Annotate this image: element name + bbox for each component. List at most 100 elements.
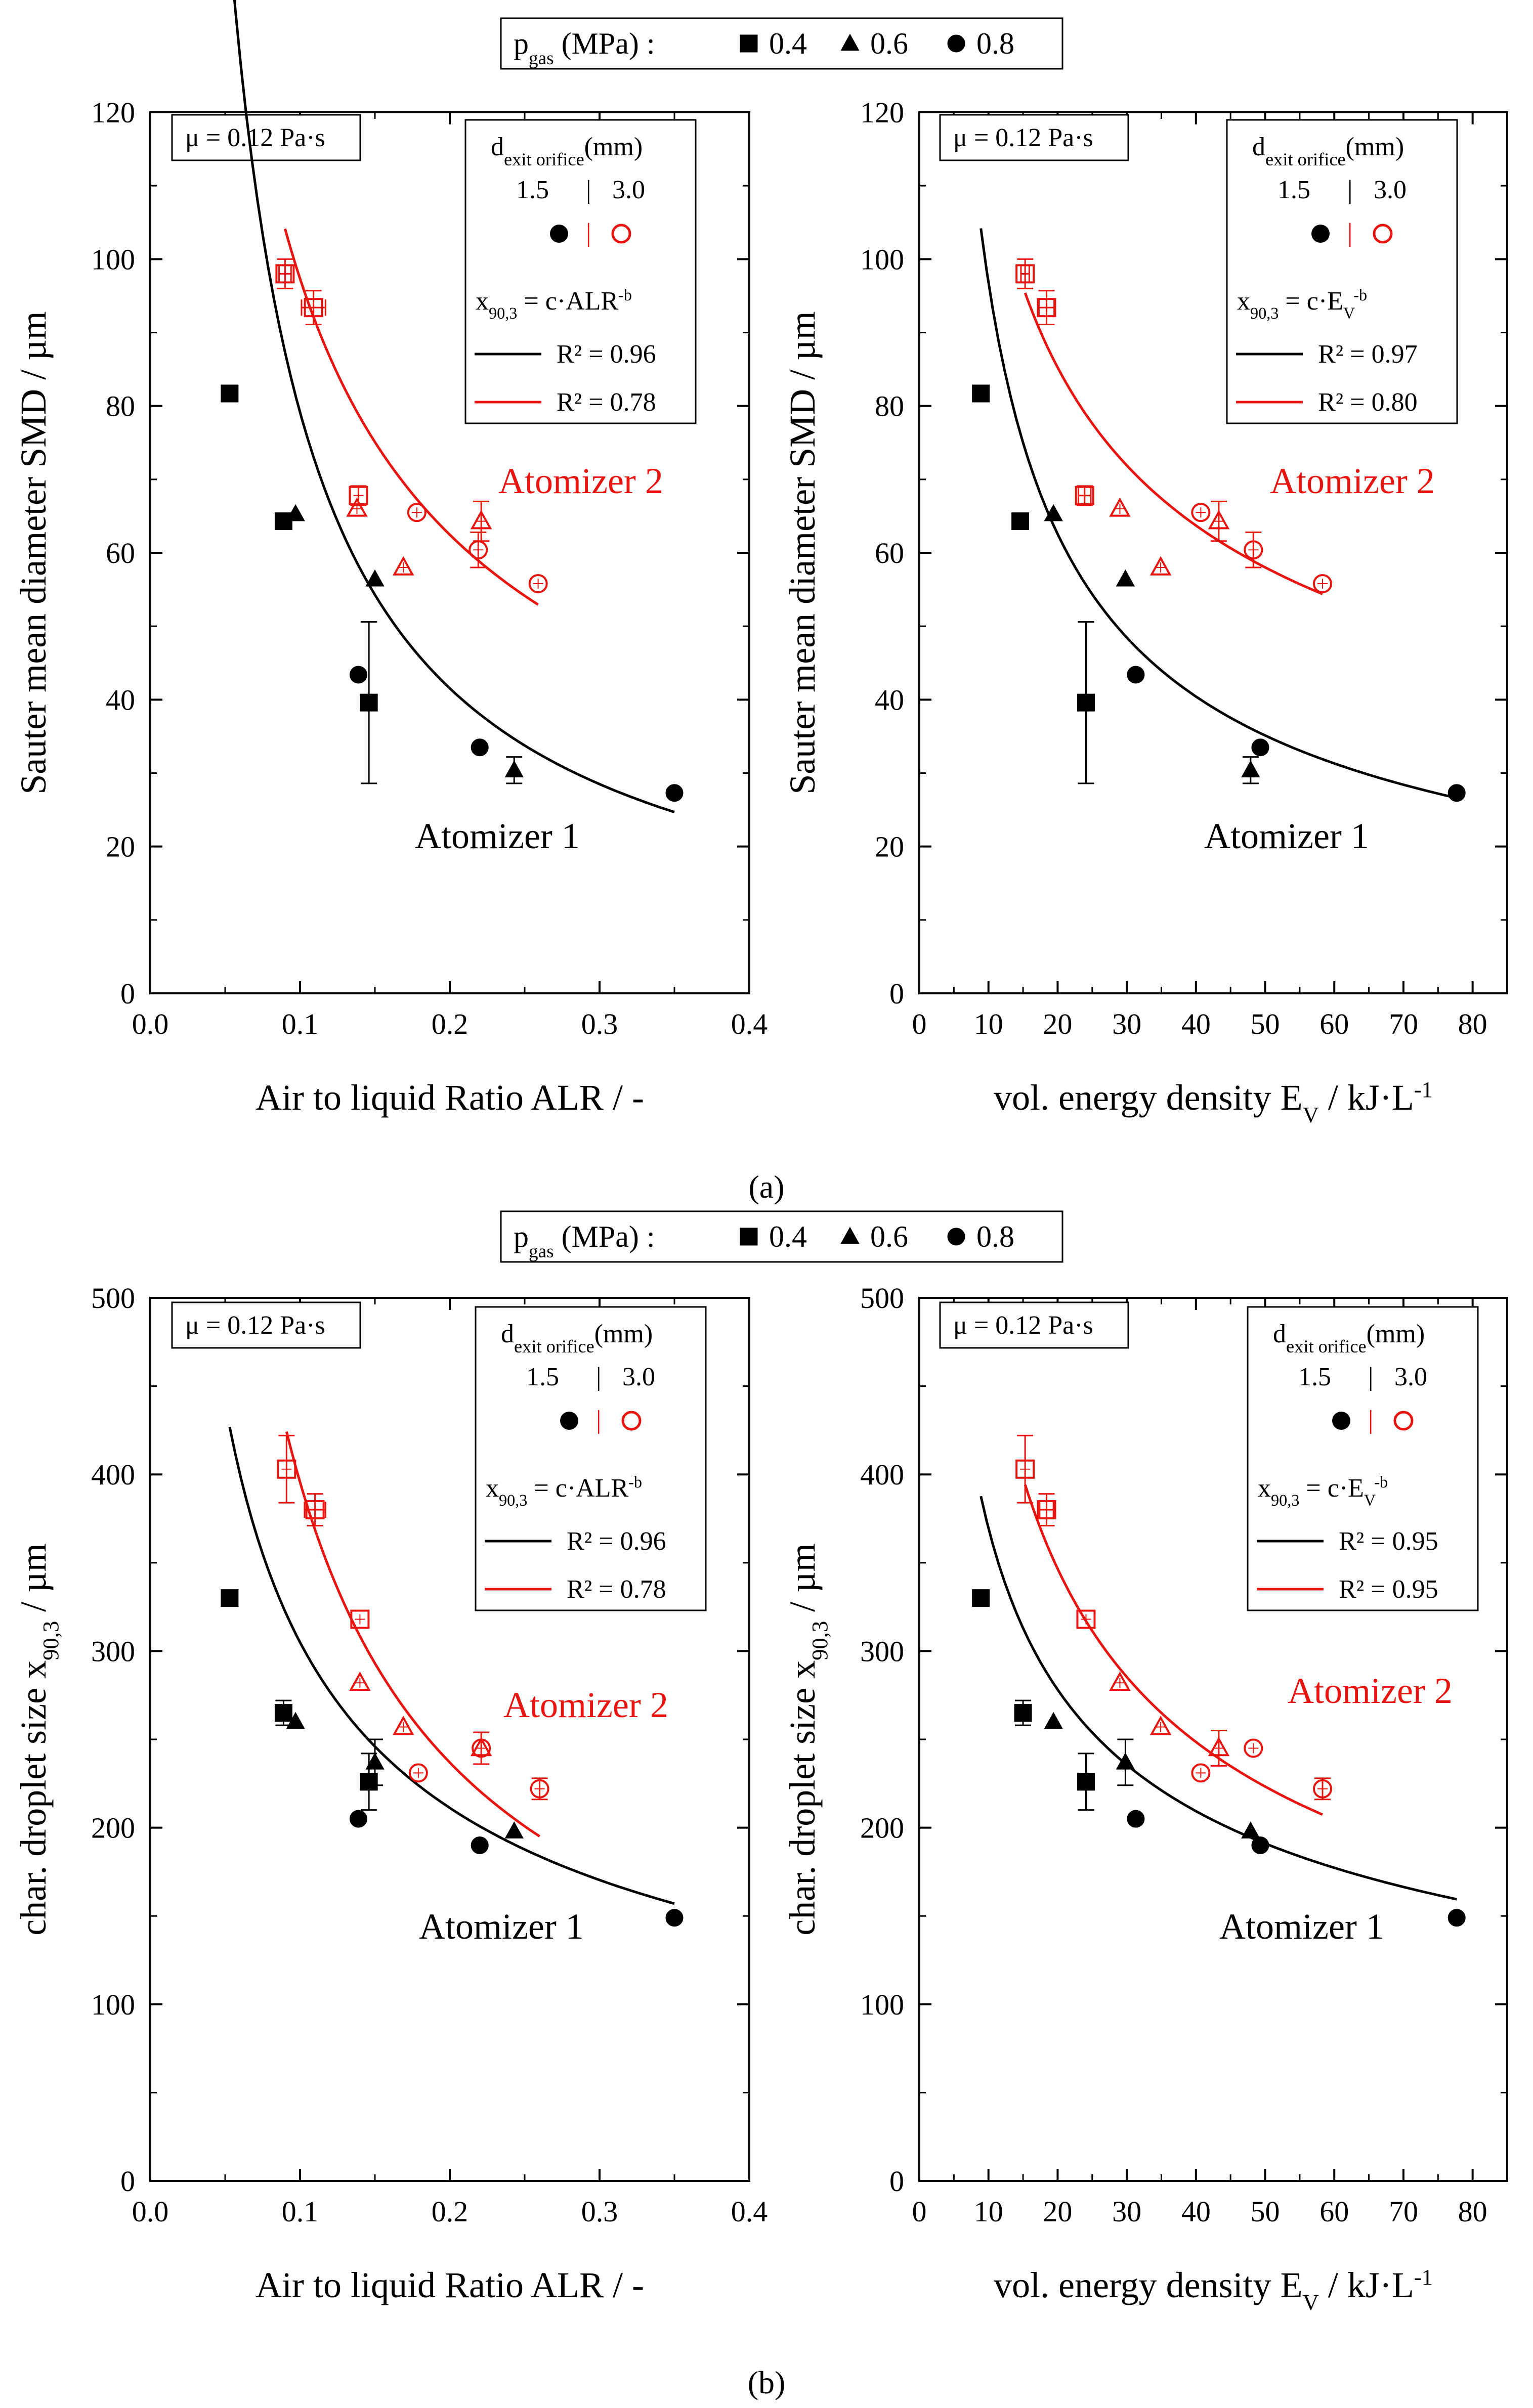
data-point-atomizer1	[286, 1712, 305, 1729]
orifice-separator: |	[586, 176, 591, 204]
x-tick-label: 0	[912, 1008, 927, 1040]
data-point-atomizer1	[504, 1821, 524, 1838]
y-tick-label: 60	[106, 537, 135, 570]
orifice-separator-red: |	[586, 218, 591, 247]
data-point-atomizer2	[1191, 1763, 1211, 1783]
fit-formula: x90,3 = c·EV-b	[1237, 286, 1367, 322]
atomizer1-label: Atomizer 1	[1204, 816, 1369, 856]
data-point-atomizer1	[1077, 693, 1095, 712]
orifice-small-value: 1.5	[516, 176, 549, 204]
pressure-legend-bottom: pgas (MPa) : 0.4 0.6 0.8	[500, 1210, 1063, 1263]
viscosity-box: μ = 0.12 Pa·s	[171, 114, 361, 161]
data-point-atomizer2	[1037, 298, 1056, 318]
data-point-atomizer1	[1127, 1810, 1145, 1828]
r2-atomizer1: R² = 0.95	[1339, 1527, 1438, 1556]
data-point-atomizer1	[972, 384, 990, 403]
chart-b-left: 0 100 200 300 400 500 0.0 0.1 0.2 0.3 0.4 Air to li…	[13, 1282, 768, 2305]
data-point-atomizer1	[1251, 738, 1269, 757]
viscosity-label: μ = 0.12 Pa·s	[953, 123, 1093, 152]
orifice-legend-title: dexit orifice(mm)	[1273, 1320, 1425, 1356]
x-tick-label: 70	[1389, 2195, 1418, 2228]
x-tick-label: 0.0	[132, 2195, 169, 2228]
atomizer1-label: Atomizer 1	[415, 816, 580, 856]
y-tick-label: 0	[120, 2165, 135, 2198]
fit-curve-atomizer2	[1024, 1484, 1323, 1816]
x-tick-label: 0.2	[432, 1008, 469, 1040]
orifice-small-value: 1.5	[1278, 176, 1310, 204]
r2-atomizer2: R² = 0.95	[1339, 1575, 1438, 1604]
fit-formula: x90,3 = c·EV-b	[1258, 1473, 1388, 1509]
x-tick-label: 0.4	[731, 2195, 768, 2228]
fit-legend: dexit orifice(mm) 1.5 | 3.0 | x90,3 = c·ALR-b…	[464, 119, 697, 424]
orifice-small-marker	[1332, 1412, 1350, 1430]
y-tick-label: 20	[106, 830, 135, 863]
viscosity-box: μ = 0.12 Pa·s	[939, 1301, 1129, 1349]
pressure-legend-bottom-item: 0.6	[870, 1220, 908, 1253]
r2-atomizer1: R² = 0.97	[1318, 340, 1418, 369]
data-point-atomizer2	[1149, 556, 1172, 576]
caption-a: (a)	[748, 1169, 784, 1205]
x-tick-label: 0.3	[581, 1008, 618, 1040]
data-point-atomizer1	[1447, 784, 1466, 802]
x-tick-label: 80	[1458, 1008, 1487, 1040]
orifice-legend-title: dexit orifice(mm)	[501, 1320, 653, 1356]
data-point-atomizer2	[1109, 1671, 1131, 1691]
x-tick-label: 0.1	[282, 1008, 319, 1040]
orifice-large-marker	[611, 224, 631, 244]
data-point-atomizer2	[407, 503, 427, 522]
chart-a-left: 0 20 40 60 80 100 120 0.0 0.1 0.2 0.3 0.4 Air to liq…	[13, 0, 768, 1118]
r2-atomizer2: R² = 0.78	[557, 388, 656, 417]
data-point-atomizer1	[1241, 1821, 1260, 1838]
pressure-legend-bottom-marker	[947, 1228, 965, 1246]
orifice-large-value: 3.0	[1374, 176, 1407, 204]
orifice-small-marker	[560, 1412, 578, 1430]
data-point-atomizer2	[530, 1779, 549, 1799]
data-point-atomizer1	[365, 569, 385, 587]
pressure-legend-top-item: 0.8	[976, 27, 1014, 60]
viscosity-label: μ = 0.12 Pa·s	[185, 123, 325, 152]
fit-legend: dexit orifice(mm) 1.5 | 3.0 | x90,3 = c·ALR-b…	[475, 1306, 707, 1611]
fit-curve-atomizer2	[283, 228, 539, 606]
data-point-atomizer1	[1011, 512, 1030, 531]
data-point-atomizer2	[528, 574, 548, 593]
pressure-legend-top-marker	[740, 34, 758, 53]
data-point-atomizer1	[665, 784, 684, 802]
y-tick-label: 100	[91, 243, 135, 276]
data-point-atomizer1	[471, 738, 489, 757]
orifice-large-value: 3.0	[1394, 1363, 1427, 1391]
x-tick-label: 0.0	[132, 1008, 169, 1040]
orifice-large-value: 3.0	[622, 1363, 655, 1391]
x-tick-label: 0	[912, 2195, 927, 2228]
orifice-separator: |	[1368, 1363, 1373, 1391]
data-point-atomizer2	[1075, 486, 1094, 505]
orifice-separator-red: |	[1368, 1406, 1373, 1434]
pressure-legend-bottom-marker	[740, 1228, 758, 1246]
y-tick-label: 80	[875, 390, 904, 423]
x-axis-label: vol. energy density EV / kJ·L-1	[994, 2264, 1433, 2315]
orifice-large-value: 3.0	[612, 176, 645, 204]
orifice-separator-red: |	[1347, 218, 1352, 247]
y-tick-label: 400	[860, 1458, 904, 1491]
orifice-large-marker	[1393, 1411, 1414, 1431]
data-point-atomizer2	[275, 264, 295, 284]
data-point-atomizer2	[1208, 1736, 1230, 1757]
atomizer1-label: Atomizer 1	[1219, 1906, 1384, 1947]
data-point-atomizer1	[1241, 760, 1260, 777]
data-point-atomizer2	[1109, 497, 1131, 517]
x-axis-label: vol. energy density EV / kJ·L-1	[994, 1077, 1433, 1127]
y-tick-label: 100	[91, 1988, 135, 2021]
data-point-atomizer1	[286, 504, 305, 521]
x-tick-label: 80	[1458, 2195, 1487, 2228]
y-tick-label: 100	[860, 1988, 904, 2021]
fit-curve-atomizer1	[980, 228, 1457, 800]
data-point-atomizer2	[1244, 1738, 1263, 1758]
data-point-atomizer2	[1015, 264, 1035, 284]
orifice-small-value: 1.5	[1298, 1363, 1331, 1391]
data-point-atomizer1	[1447, 1909, 1466, 1927]
data-point-atomizer1	[1077, 1773, 1095, 1791]
orifice-legend-title: dexit orifice(mm)	[491, 133, 643, 169]
data-point-atomizer2	[305, 1500, 325, 1520]
data-point-atomizer1	[221, 1589, 239, 1607]
chart-b-right: 0 100 200 300 400 500 0 10 20 30 40 50 60 70 80 vol. en…	[782, 1282, 1508, 2315]
